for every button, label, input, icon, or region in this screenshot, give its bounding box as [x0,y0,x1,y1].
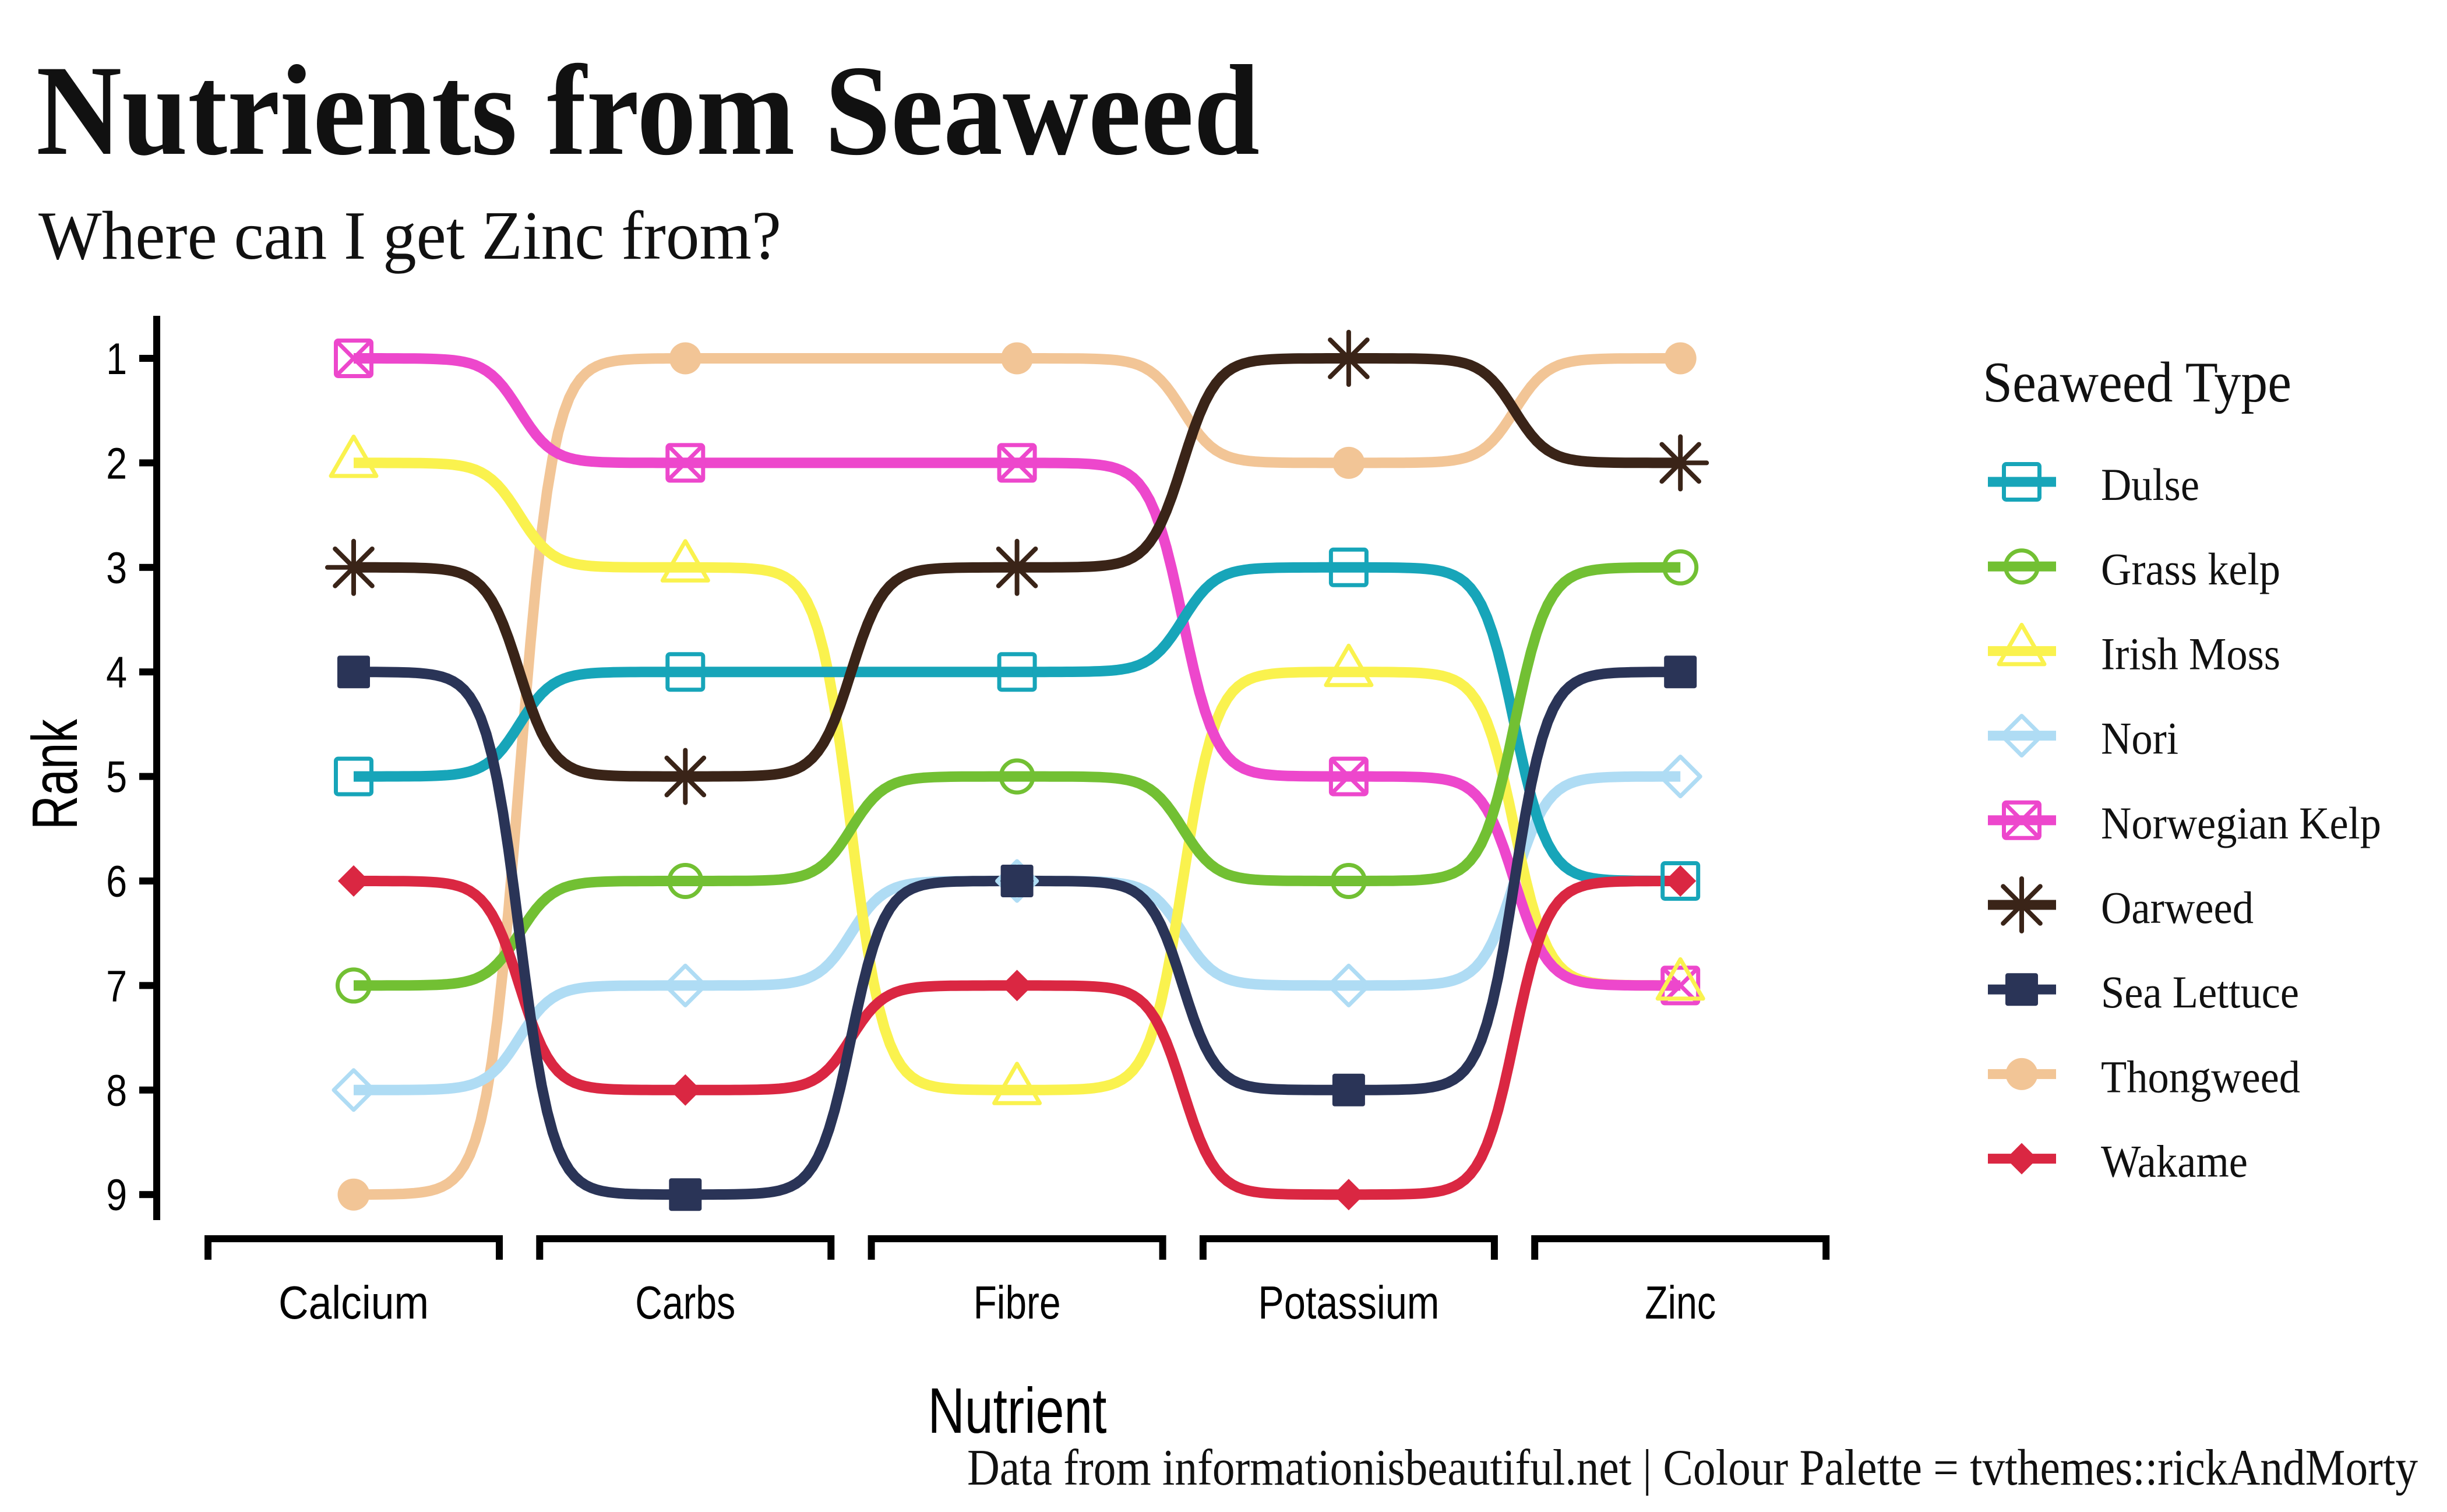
svg-text:Nutrient: Nutrient [928,1375,1107,1447]
svg-text:Sea Lettuce: Sea Lettuce [2101,967,2299,1017]
svg-text:3: 3 [106,543,127,593]
svg-text:8: 8 [106,1066,127,1115]
svg-text:4: 4 [106,647,127,697]
svg-text:7: 7 [106,961,127,1010]
svg-text:Wakame: Wakame [2101,1136,2248,1187]
svg-text:6: 6 [106,857,127,906]
svg-text:Nutrients from Seaweed: Nutrients from Seaweed [36,39,1260,182]
svg-text:5: 5 [106,752,127,802]
svg-text:Grass kelp: Grass kelp [2101,544,2280,594]
svg-text:Fibre: Fibre [974,1277,1061,1328]
svg-text:Zinc: Zinc [1645,1277,1716,1328]
svg-text:Potassium: Potassium [1258,1277,1439,1328]
svg-text:Irish Moss: Irish Moss [2101,628,2280,679]
svg-text:Oarweed: Oarweed [2101,882,2254,933]
svg-text:Rank: Rank [19,718,91,830]
svg-text:9: 9 [106,1170,127,1220]
svg-text:Thongweed: Thongweed [2101,1051,2300,1102]
svg-text:Nori: Nori [2101,713,2178,764]
svg-text:Where can I get Zinc from?: Where can I get Zinc from? [38,197,781,274]
svg-text:Data from informationisbeautif: Data from informationisbeautiful.net | C… [967,1440,2418,1496]
svg-text:2: 2 [106,438,127,488]
svg-text:Seaweed Type: Seaweed Type [1983,351,2291,414]
svg-text:Carbs: Carbs [635,1277,735,1328]
svg-text:Norwegian Kelp: Norwegian Kelp [2101,798,2381,848]
svg-text:1: 1 [106,334,127,383]
svg-text:Dulse: Dulse [2101,459,2199,510]
svg-text:Calcium: Calcium [278,1277,429,1328]
